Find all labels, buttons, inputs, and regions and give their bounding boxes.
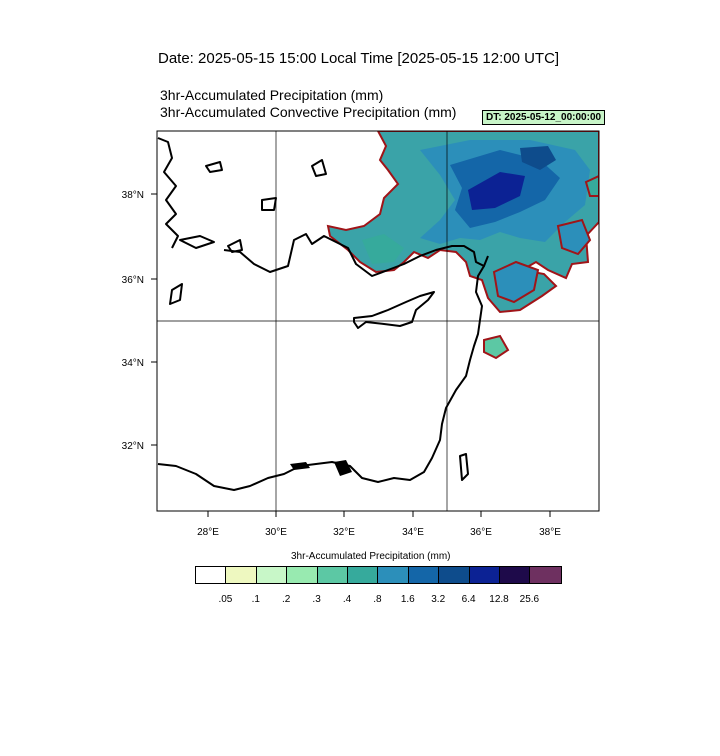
colorbar-label: .05: [218, 594, 233, 605]
aegean-island-5: [261, 197, 277, 211]
aegean-west-coast: [157, 137, 179, 249]
aegean-island-2: [169, 283, 183, 305]
precip-cell-south: [492, 260, 540, 304]
precip-cell-west: [362, 234, 404, 264]
colorbar-label: 6.4: [461, 594, 476, 605]
delta-lake-2: [290, 462, 310, 470]
precip-cell-coast: [483, 334, 510, 360]
aegean-island-6: [311, 159, 327, 177]
map-frame: [156, 130, 600, 512]
colorbar-label: 1.6: [400, 594, 415, 605]
lon-label-34: 34°E: [402, 527, 424, 538]
aegean-island-3: [205, 161, 223, 173]
levant-coast: [157, 265, 485, 491]
lat-label-34: 34°N: [122, 358, 144, 369]
lat-label-38: 38°N: [122, 190, 144, 201]
colorbar-cell: [287, 567, 318, 583]
precip-cell-far-east: [584, 174, 599, 197]
colorbar-cell: [378, 567, 409, 583]
colorbar-label: .4: [342, 594, 352, 605]
delta-lake-1: [334, 460, 352, 476]
map-content: [157, 131, 599, 511]
colorbar-cell: [196, 567, 227, 583]
title-precip: 3hr-Accumulated Precipitation (mm): [160, 87, 384, 103]
lon-label-28: 28°E: [197, 527, 219, 538]
colorbar-label: 3.2: [431, 594, 446, 605]
lon-label-36: 36°E: [470, 527, 492, 538]
aegean-island-4: [227, 239, 243, 253]
colorbar-cell: [347, 567, 379, 583]
nile-delta-lakes: [290, 460, 352, 476]
coastlines: [157, 137, 489, 491]
cyprus-island: [353, 291, 435, 329]
graticule: [157, 131, 599, 511]
precip-core-2: [520, 146, 556, 170]
aegean-island-1: [179, 235, 215, 249]
title-convective: 3hr-Accumulated Convective Precipitation…: [160, 104, 457, 120]
colorbar-cell: [469, 567, 500, 583]
colorbar-label: 12.8: [489, 594, 509, 605]
colorbar-label: .1: [251, 594, 260, 605]
precip-core-1: [468, 172, 525, 210]
lat-label-32: 32°N: [122, 441, 144, 452]
date-header: Date: 2025-05-15 15:00 Local Time [2025-…: [158, 50, 560, 67]
colorbar-cell: [226, 567, 257, 583]
lon-label-32: 32°E: [333, 527, 355, 538]
map-ticks: [151, 193, 551, 517]
colorbar-cell: [408, 567, 440, 583]
coastal-island-sinai: [459, 453, 469, 481]
precip-cell-east: [556, 218, 592, 256]
colorbar-cell: [530, 567, 561, 583]
colorbar-title: 3hr-Accumulated Precipitation (mm): [291, 551, 451, 562]
colorbar-cell: [317, 567, 348, 583]
colorbar-cell: [439, 567, 470, 583]
colorbar-label: .2: [282, 594, 291, 605]
colorbar: [195, 566, 562, 584]
colorbar-label: .8: [373, 594, 382, 605]
colorbar-cell: [256, 567, 288, 583]
lat-label-36: 36°N: [122, 275, 144, 286]
dt-badge: DT: 2025-05-12_00:00:00: [482, 110, 606, 125]
turkey-south-coast: [223, 233, 489, 277]
colorbar-cell: [499, 567, 531, 583]
lon-label-30: 30°E: [265, 527, 287, 538]
colorbar-label: 25.6: [519, 594, 540, 605]
colorbar-label: .3: [312, 594, 321, 605]
lon-label-38: 38°E: [539, 527, 561, 538]
